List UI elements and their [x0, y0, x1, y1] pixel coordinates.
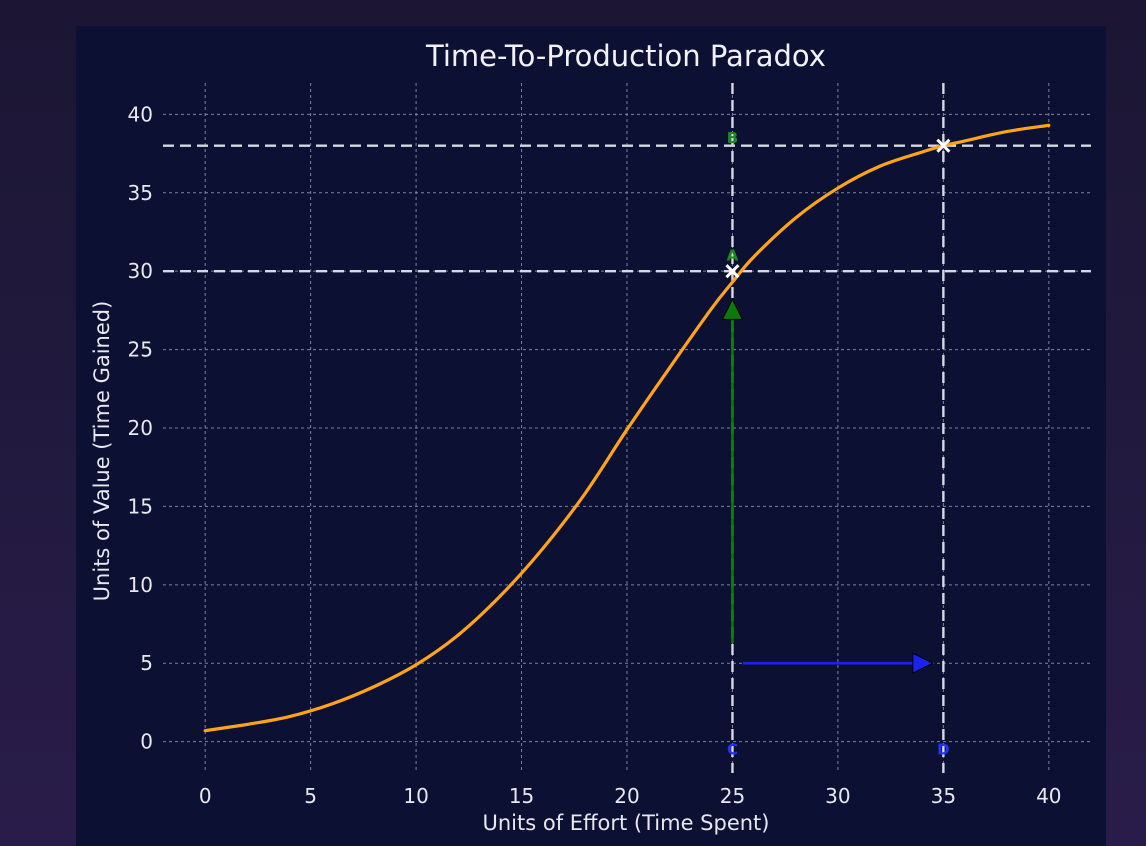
y-axis-label: Units of Value (Time Gained) — [90, 301, 114, 602]
x-tick-label: 0 — [199, 784, 212, 808]
point-label-c: C — [727, 740, 738, 758]
x-marker — [936, 138, 951, 153]
marker-layer — [725, 138, 951, 279]
x-tick-label: 40 — [1036, 784, 1061, 808]
x-marker-stroke — [725, 264, 740, 279]
chart-figure: Time-To-Production Paradox Units of Effo… — [76, 26, 1106, 846]
x-axis-label: Units of Effort (Time Spent) — [483, 811, 770, 835]
point-label-layer: A B C D — [727, 129, 950, 759]
y-tick-label: 0 — [140, 730, 153, 754]
chart-title: Time-To-Production Paradox — [425, 39, 826, 73]
y-tick-label: 20 — [128, 416, 153, 440]
arrow-layer — [721, 298, 934, 675]
point-label-d: D — [937, 740, 949, 758]
x-tick-label: 25 — [720, 784, 745, 808]
point-label-b: B — [727, 129, 738, 147]
curve-layer — [203, 123, 1051, 733]
value-arrow-head — [721, 298, 744, 320]
x-tick-label: 30 — [825, 784, 850, 808]
chart-svg: Time-To-Production Paradox Units of Effo… — [90, 39, 1091, 835]
y-tick-label: 35 — [128, 181, 153, 205]
value-curve-line — [203, 123, 1051, 733]
point-label-a: A — [727, 247, 739, 265]
y-tick-label: 25 — [128, 338, 153, 362]
x-marker-stroke — [936, 138, 951, 153]
y-tick-label: 5 — [140, 651, 153, 675]
x-tick-label: 15 — [509, 784, 534, 808]
x-tick-label: 5 — [304, 784, 317, 808]
y-tick-label: 30 — [128, 259, 153, 283]
tick-labels: 0 5 10 15 20 25 30 35 40 0 5 10 15 20 25 30 35 40 — [128, 102, 1062, 808]
y-tick-label: 15 — [128, 494, 153, 518]
x-marker — [725, 264, 740, 279]
effort-arrow-head — [912, 652, 934, 675]
y-tick-label: 40 — [128, 102, 153, 126]
y-tick-label: 10 — [128, 573, 153, 597]
x-tick-label: 20 — [614, 784, 639, 808]
x-tick-label: 10 — [403, 784, 428, 808]
x-tick-label: 35 — [931, 784, 956, 808]
